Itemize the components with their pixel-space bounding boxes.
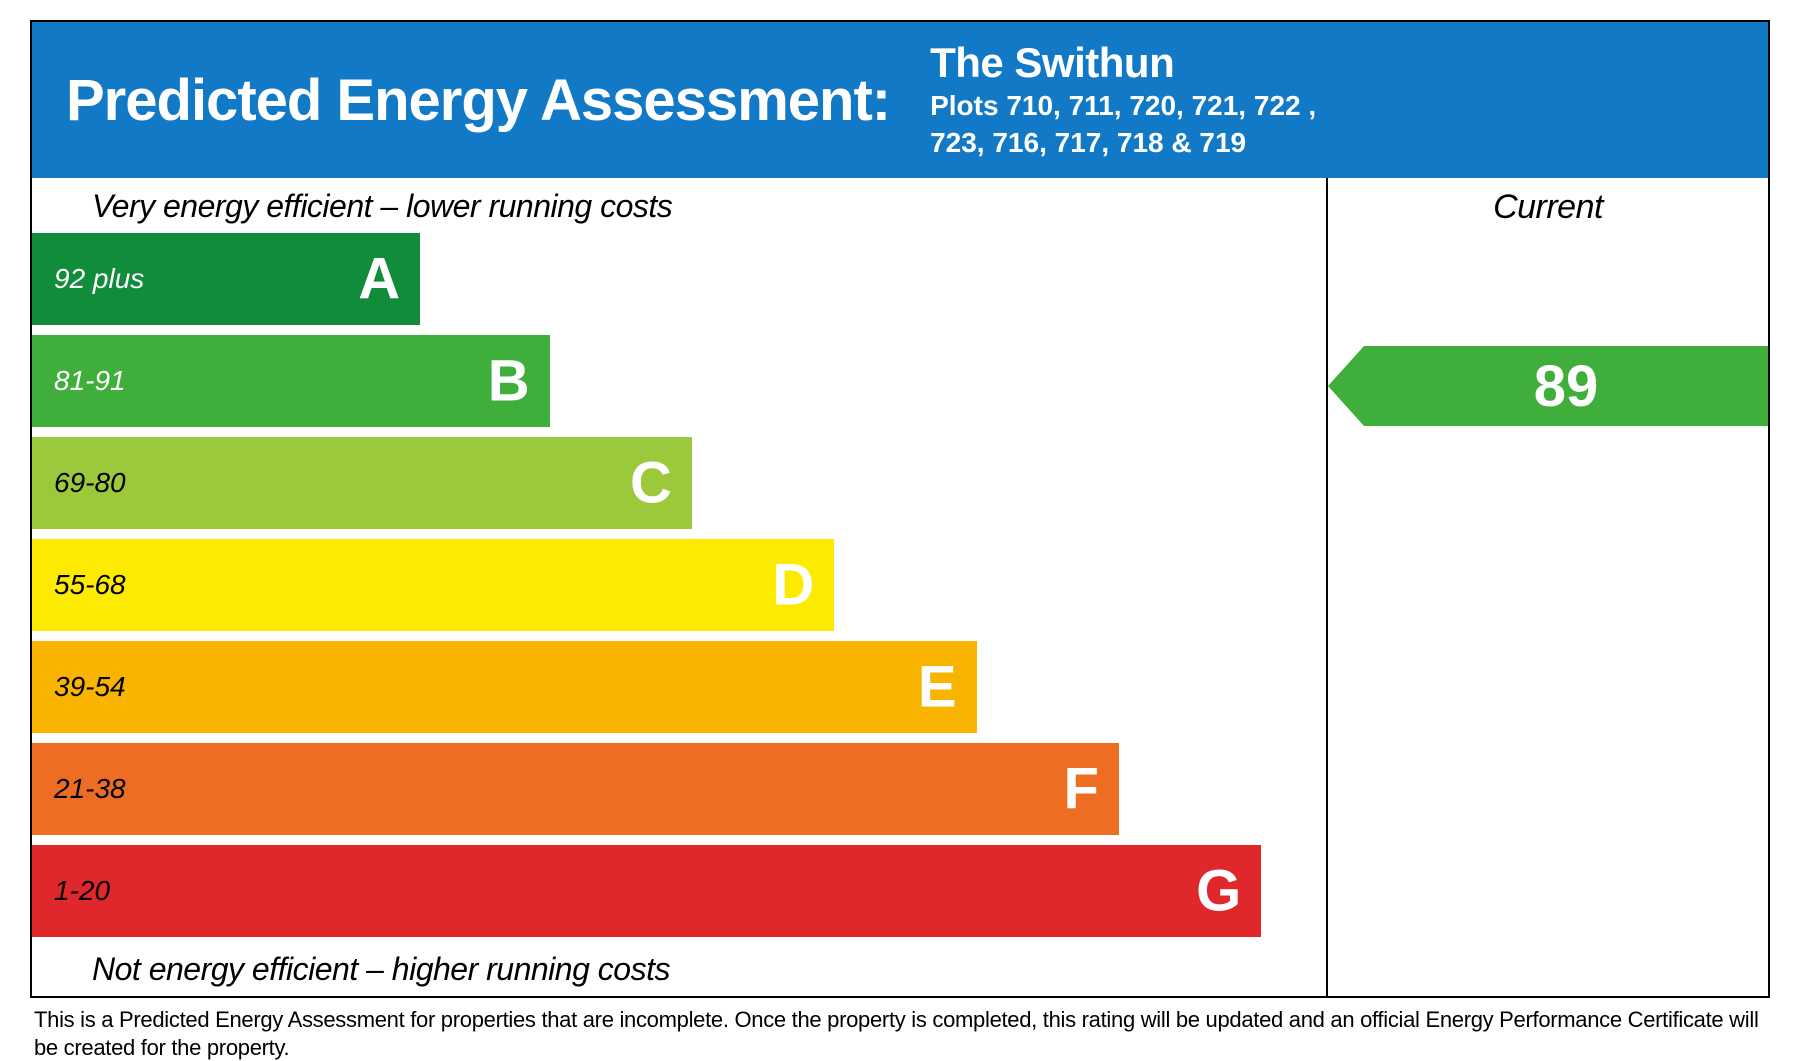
rating-letter: B xyxy=(488,348,530,415)
body-panel: Very energy efficient – lower running co… xyxy=(32,178,1768,996)
rating-bar: 92 plus A xyxy=(32,233,420,325)
rating-letter: E xyxy=(918,654,957,721)
current-panel: Current 89 xyxy=(1328,178,1768,996)
rating-bar: 69-80 C xyxy=(32,437,692,529)
rating-range: 92 plus xyxy=(32,263,144,295)
rating-chart-panel: Very energy efficient – lower running co… xyxy=(32,178,1328,996)
rating-band-g: 1-20 G xyxy=(32,845,1326,937)
rating-band-b: 81-91 B xyxy=(32,335,1326,427)
arrow-tip xyxy=(1328,346,1364,426)
rating-letter: D xyxy=(772,552,814,619)
rating-range: 55-68 xyxy=(32,569,126,601)
rating-range: 1-20 xyxy=(32,875,110,907)
plots-line-1: Plots 710, 711, 720, 721, 722 , xyxy=(930,88,1316,123)
rating-band-c: 69-80 C xyxy=(32,437,1326,529)
property-name: The Swithun xyxy=(930,40,1316,86)
rating-band-d: 55-68 D xyxy=(32,539,1326,631)
current-label: Current xyxy=(1328,188,1768,227)
bottom-caption: Not energy efficient – higher running co… xyxy=(32,951,1326,988)
rating-bar: 1-20 G xyxy=(32,845,1261,937)
rating-letter: F xyxy=(1064,756,1099,823)
current-arrow: 89 xyxy=(1328,346,1768,426)
rating-bars: 92 plus A 81-91 B 69-80 C 55-68 D 39-54 E 21-38 F 1-… xyxy=(32,225,1326,951)
epc-certificate: Predicted Energy Assessment: The Swithun… xyxy=(30,20,1770,998)
rating-band-f: 21-38 F xyxy=(32,743,1326,835)
rating-range: 81-91 xyxy=(32,365,126,397)
rating-bar: 81-91 B xyxy=(32,335,550,427)
rating-band-a: 92 plus A xyxy=(32,233,1326,325)
rating-letter: C xyxy=(630,450,672,517)
rating-range: 39-54 xyxy=(32,671,126,703)
rating-range: 21-38 xyxy=(32,773,126,805)
current-value: 89 xyxy=(1364,346,1768,426)
rating-bar: 21-38 F xyxy=(32,743,1119,835)
header-property-block: The Swithun Plots 710, 711, 720, 721, 72… xyxy=(930,40,1316,160)
rating-bar: 55-68 D xyxy=(32,539,834,631)
rating-letter: G xyxy=(1196,858,1241,925)
rating-bar: 39-54 E xyxy=(32,641,977,733)
top-caption: Very energy efficient – lower running co… xyxy=(32,188,1326,225)
footnote: This is a Predicted Energy Assessment fo… xyxy=(30,998,1770,1061)
rating-range: 69-80 xyxy=(32,467,126,499)
header-title: Predicted Energy Assessment: xyxy=(66,67,890,134)
header-bar: Predicted Energy Assessment: The Swithun… xyxy=(32,22,1768,178)
plots-line-2: 723, 716, 717, 718 & 719 xyxy=(930,125,1316,160)
rating-letter: A xyxy=(358,246,400,313)
rating-band-e: 39-54 E xyxy=(32,641,1326,733)
